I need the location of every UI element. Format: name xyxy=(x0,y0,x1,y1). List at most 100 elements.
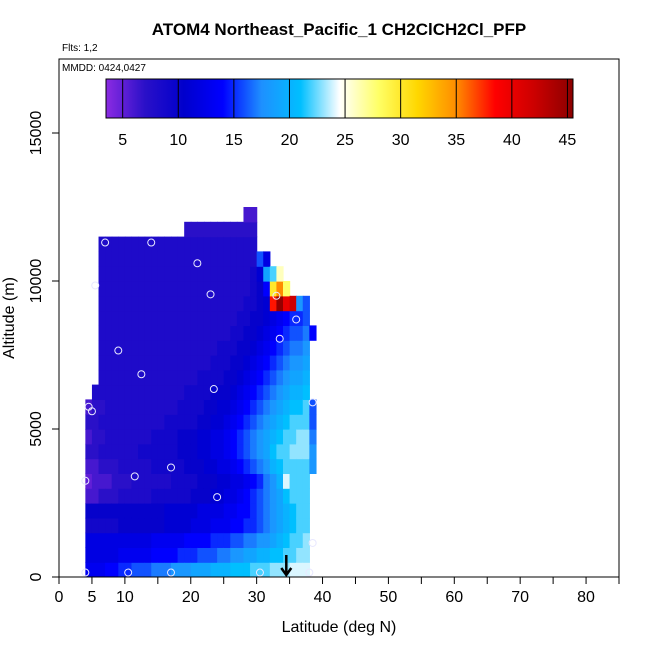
colorbar-tick-label: 5 xyxy=(118,132,127,149)
heatmap-cell xyxy=(157,488,166,504)
heatmap-cell xyxy=(105,266,113,282)
heatmap-cell xyxy=(236,547,245,563)
heatmap-cell xyxy=(210,399,218,415)
heatmap-cell xyxy=(190,414,198,430)
heatmap-cell xyxy=(236,458,245,474)
heatmap-cell xyxy=(263,503,271,519)
heatmap-cell xyxy=(230,547,238,563)
heatmap-cell xyxy=(217,562,225,577)
heatmap-cell xyxy=(250,221,258,238)
heatmap-cell xyxy=(269,547,278,563)
heatmap-cell xyxy=(276,562,284,577)
heatmap-cell xyxy=(111,429,119,445)
heatmap-cell xyxy=(157,266,166,282)
x-axis: 0 5 10 20 30 40 50 60 70 80 xyxy=(55,577,620,606)
heatmap-cell xyxy=(118,429,126,445)
x-tick-label: 10 xyxy=(116,589,134,606)
heatmap-cell xyxy=(230,517,238,534)
heatmap-cell xyxy=(302,532,310,548)
heatmap-cell xyxy=(256,369,264,386)
heatmap-cell xyxy=(131,399,139,415)
heatmap-cell xyxy=(296,547,304,563)
heatmap-cell xyxy=(256,266,264,282)
heatmap-cell xyxy=(256,473,264,489)
heatmap-cell xyxy=(223,532,231,548)
heatmap-cell xyxy=(276,414,284,430)
heatmap-cell xyxy=(283,310,291,326)
heatmap-cell xyxy=(283,429,291,445)
heatmap-cell xyxy=(269,340,278,356)
heatmap-cell xyxy=(85,488,93,504)
heatmap-cell xyxy=(164,325,172,341)
heatmap-cell xyxy=(296,384,304,400)
heatmap-cell xyxy=(302,325,310,341)
heatmap-cell xyxy=(197,369,205,386)
heatmap-cell xyxy=(157,236,166,252)
heatmap-cell xyxy=(144,458,152,474)
heatmap-cell xyxy=(250,532,258,548)
heatmap-cell xyxy=(131,532,139,548)
heatmap-cell xyxy=(98,266,106,282)
sample-point xyxy=(81,476,90,485)
heatmap-cell xyxy=(138,266,146,282)
heatmap-cell xyxy=(177,266,185,282)
heatmap-cell xyxy=(309,399,317,415)
heatmap-cell xyxy=(223,340,231,356)
heatmap-cell xyxy=(289,414,297,430)
heatmap-cell xyxy=(177,473,185,489)
heatmap-cell xyxy=(236,281,245,297)
heatmap-cell xyxy=(131,251,139,267)
heatmap-cell xyxy=(151,443,159,460)
heatmap-cell xyxy=(210,221,218,238)
heatmap-cell xyxy=(124,251,133,267)
heatmap-cell xyxy=(296,517,304,534)
heatmap-cell xyxy=(263,325,271,341)
heatmap-cell xyxy=(230,488,238,504)
heatmap-cell xyxy=(203,429,212,445)
heatmap-cell xyxy=(164,429,172,445)
sample-point xyxy=(275,334,284,343)
heatmap-cell xyxy=(144,266,152,282)
heatmap-cell xyxy=(151,503,159,519)
heatmap-cell xyxy=(190,532,198,548)
heatmap-cell xyxy=(124,414,133,430)
heatmap-cell xyxy=(118,503,126,519)
heatmap-cell xyxy=(124,429,133,445)
heatmap-cell xyxy=(276,443,284,460)
heatmap-cell xyxy=(230,281,238,297)
heatmap-cell xyxy=(98,458,106,474)
heatmap-cell xyxy=(171,251,179,267)
latitude-marker-arrow xyxy=(280,555,293,578)
heatmap-cell xyxy=(289,355,297,371)
sample-point xyxy=(101,238,110,247)
plot-frame xyxy=(58,58,620,578)
heatmap-cell xyxy=(263,266,271,282)
heatmap-cell xyxy=(210,355,218,371)
heatmap-cell xyxy=(164,399,172,415)
heatmap-cell xyxy=(210,473,218,489)
heatmap-cell xyxy=(164,503,172,519)
heatmap-cell xyxy=(302,443,310,460)
heatmap-cell xyxy=(236,384,245,400)
heatmap-cell xyxy=(91,414,100,430)
heatmap-cell xyxy=(302,473,310,489)
heatmap-cell xyxy=(105,414,113,430)
heatmap-cell xyxy=(203,414,212,430)
heatmap-cell xyxy=(190,295,198,312)
heatmap-cell xyxy=(243,325,251,341)
sample-point xyxy=(255,568,264,577)
heatmap-cell xyxy=(309,325,317,341)
heatmap-cell xyxy=(197,251,205,267)
heatmap-cell xyxy=(177,458,185,474)
heatmap-cell xyxy=(250,384,258,400)
heatmap-cell xyxy=(289,295,297,312)
heatmap-cell xyxy=(243,532,251,548)
heatmap-cell xyxy=(197,310,205,326)
heatmap-cell xyxy=(118,295,126,312)
heatmap-cell xyxy=(223,251,231,267)
heatmap-cell xyxy=(118,547,126,563)
colorbar: 5 10 15 20 25 30 35 40 45 xyxy=(105,78,576,149)
heatmap-cell xyxy=(111,443,119,460)
heatmap-cell xyxy=(144,547,152,563)
heatmap-cell xyxy=(171,503,179,519)
